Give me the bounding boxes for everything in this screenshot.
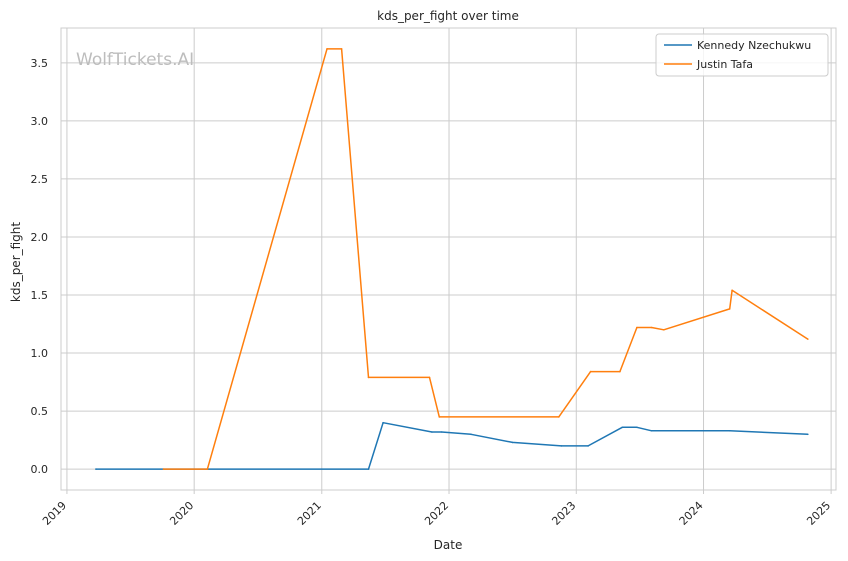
series-0-point — [560, 445, 563, 447]
series-0-point — [431, 431, 433, 433]
x-tick-label: 2024 — [677, 499, 706, 528]
series-0-point — [382, 421, 384, 424]
y-gridlines — [61, 62, 836, 470]
series-1-point — [206, 468, 209, 470]
series-0-point — [807, 433, 809, 436]
series-0-point — [511, 441, 514, 444]
watermark: WolfTickets.AI — [76, 50, 194, 70]
series-1-point — [636, 326, 638, 329]
legend: Kennedy Nzechukwu Justin Tafa — [655, 33, 829, 77]
x-tick-label: 2019 — [40, 499, 69, 528]
x-tick-label: 2025 — [804, 499, 833, 528]
y-tick-label: 3.0 — [31, 115, 49, 128]
x-tick-label: 2021 — [295, 499, 324, 528]
series-1-point — [438, 416, 441, 418]
series-1-point — [162, 468, 165, 470]
x-axis-title: Date — [434, 538, 463, 552]
series-0-point — [728, 430, 731, 432]
x-tick-label: 2020 — [167, 499, 196, 528]
series-1-point — [728, 308, 731, 310]
series-1-point — [807, 338, 809, 340]
y-tick-label: 1.0 — [31, 347, 49, 360]
series-1-point — [619, 370, 621, 373]
series-0-point — [440, 431, 443, 433]
y-tick-label: 1.5 — [31, 289, 49, 302]
legend-label-tafa: Justin Tafa — [696, 58, 753, 71]
chart-title: kds_per_fight over time — [377, 9, 519, 23]
series-0-point — [367, 468, 370, 470]
series-1-point — [731, 289, 733, 292]
y-tick-label: 0.5 — [31, 405, 49, 418]
series-layer — [95, 48, 809, 470]
series-1-point — [650, 326, 653, 329]
x-tick-label: 2023 — [549, 499, 578, 528]
y-tick-label: 3.5 — [31, 57, 49, 70]
series-1-point — [428, 376, 431, 379]
plot-frame — [60, 27, 837, 491]
y-tick-label: 2.0 — [31, 231, 49, 244]
series-1-point — [558, 416, 560, 418]
series-0-point — [636, 426, 638, 429]
series-1-point — [340, 48, 343, 50]
legend-label-kennedy: Kennedy Nzechukwu — [697, 39, 811, 52]
series-0-point — [95, 468, 97, 470]
y-tick-label: 0.0 — [31, 463, 49, 476]
y-tick-label: 2.5 — [31, 173, 49, 186]
series-1-point — [367, 376, 370, 379]
y-axis-title: kds_per_fight — [9, 222, 23, 303]
series-1-point — [663, 329, 665, 331]
series-0-point — [650, 430, 653, 432]
series-0-point — [621, 426, 624, 429]
y-ticks: 0.0 0.5 1.0 1.5 2.0 2.5 3.0 3.5 — [31, 57, 49, 476]
plot-background — [61, 28, 836, 490]
series-1-point — [589, 370, 592, 373]
series-0-point — [587, 445, 589, 447]
x-gridlines — [66, 28, 832, 490]
series-1-point — [326, 48, 328, 50]
x-tick-label: 2022 — [422, 499, 451, 528]
series-line-1 — [163, 48, 809, 470]
series-line-0 — [95, 421, 808, 470]
series-0-point — [470, 433, 472, 436]
x-ticks: 2019 2020 2021 2022 2023 2024 2025 — [40, 490, 833, 528]
legend-box — [655, 33, 829, 77]
